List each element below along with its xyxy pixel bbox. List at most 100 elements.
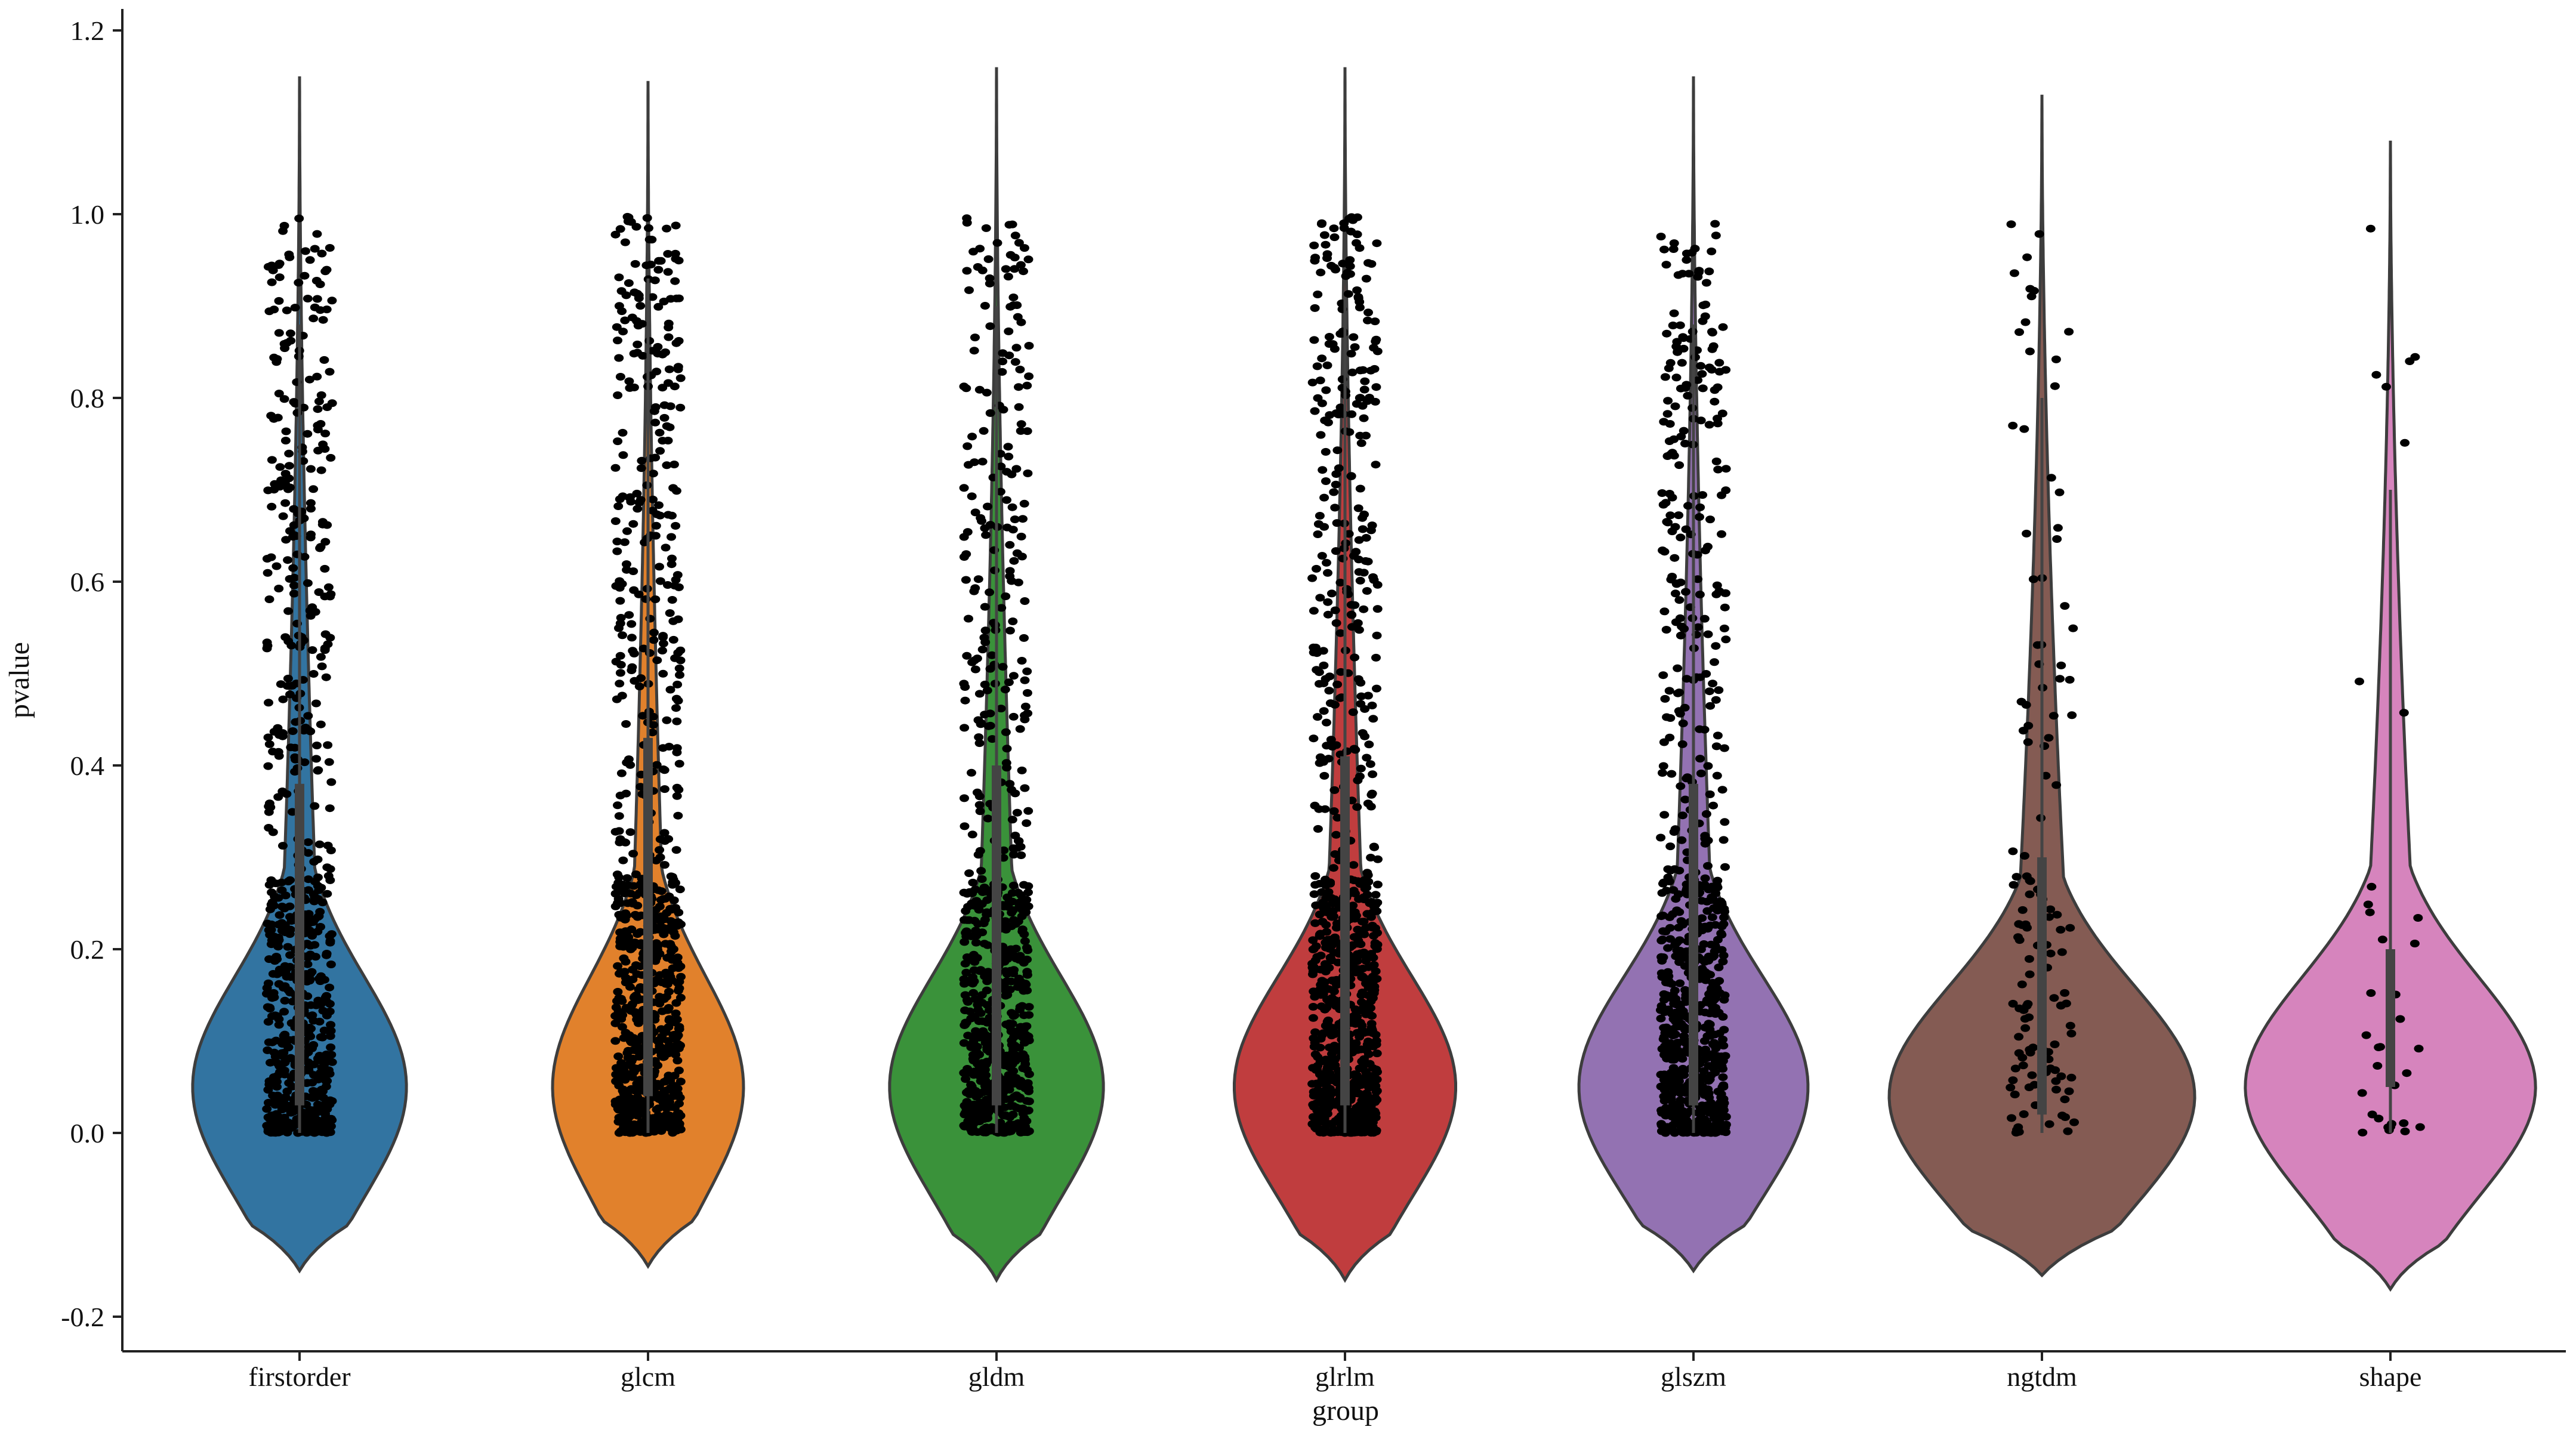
point-glszm bbox=[1682, 675, 1692, 683]
point-glrlm bbox=[1359, 895, 1369, 903]
point-gldm bbox=[975, 807, 985, 816]
point-glszm bbox=[1665, 359, 1676, 367]
point-glrlm bbox=[1322, 718, 1331, 727]
point-glcm bbox=[665, 1116, 675, 1125]
point-firstorder bbox=[269, 1099, 279, 1107]
point-glcm bbox=[664, 926, 674, 934]
point-gldm bbox=[959, 484, 969, 492]
point-glszm bbox=[1713, 731, 1723, 740]
point-gldm bbox=[1019, 244, 1029, 252]
point-glcm bbox=[623, 1054, 633, 1062]
point-gldm bbox=[1001, 1020, 1011, 1029]
point-firstorder bbox=[307, 646, 317, 654]
point-glrlm bbox=[1321, 477, 1331, 485]
point-glcm bbox=[612, 323, 622, 331]
point-firstorder bbox=[263, 641, 273, 650]
point-firstorder bbox=[317, 662, 327, 671]
point-glrlm bbox=[1332, 680, 1343, 688]
point-glcm bbox=[675, 885, 685, 894]
point-glszm bbox=[1663, 944, 1673, 952]
point-firstorder bbox=[317, 520, 328, 529]
point-glszm bbox=[1667, 527, 1677, 536]
point-glcm bbox=[655, 846, 665, 854]
point-ngtdm bbox=[2056, 925, 2066, 934]
point-glcm bbox=[631, 870, 641, 878]
point-glszm bbox=[1677, 836, 1687, 844]
point-glrlm bbox=[1363, 977, 1373, 985]
point-shape bbox=[2367, 882, 2377, 891]
point-gldm bbox=[1022, 689, 1032, 697]
point-gldm bbox=[962, 218, 972, 227]
point-glrlm bbox=[1322, 254, 1332, 263]
point-ngtdm bbox=[2007, 1114, 2016, 1122]
point-glrlm bbox=[1372, 605, 1383, 613]
point-firstorder bbox=[314, 397, 324, 406]
point-glrlm bbox=[1362, 869, 1372, 877]
point-ngtdm bbox=[2057, 948, 2067, 956]
point-firstorder bbox=[326, 961, 336, 968]
point-glszm bbox=[1699, 614, 1710, 623]
point-firstorder bbox=[279, 339, 289, 348]
point-glcm bbox=[616, 769, 627, 777]
point-glrlm bbox=[1358, 729, 1368, 737]
point-gldm bbox=[1016, 532, 1026, 541]
point-firstorder bbox=[286, 641, 297, 650]
point-gldm bbox=[1008, 294, 1019, 301]
point-glszm bbox=[1656, 1106, 1667, 1114]
point-glrlm bbox=[1322, 742, 1332, 750]
point-glcm bbox=[668, 945, 678, 953]
point-glrlm bbox=[1328, 897, 1338, 906]
point-glrlm bbox=[1313, 713, 1322, 721]
point-glszm bbox=[1719, 624, 1729, 632]
point-gldm bbox=[979, 634, 989, 642]
point-glcm bbox=[635, 496, 646, 504]
point-firstorder bbox=[315, 544, 325, 552]
point-glcm bbox=[617, 1103, 627, 1111]
point-glrlm bbox=[1335, 629, 1346, 637]
point-gldm bbox=[1010, 1011, 1020, 1020]
point-glszm bbox=[1720, 1052, 1730, 1060]
point-gldm bbox=[1003, 273, 1013, 281]
point-gldm bbox=[1008, 526, 1018, 534]
point-gldm bbox=[1008, 672, 1019, 680]
point-firstorder bbox=[268, 828, 278, 836]
point-glszm bbox=[1718, 1073, 1728, 1081]
point-glcm bbox=[627, 620, 637, 628]
point-glrlm bbox=[1310, 304, 1320, 312]
point-glcm bbox=[610, 1037, 621, 1045]
point-firstorder bbox=[285, 575, 295, 583]
point-firstorder bbox=[300, 552, 310, 561]
point-glcm bbox=[630, 677, 640, 685]
point-glszm bbox=[1676, 1096, 1686, 1104]
point-gldm bbox=[1018, 515, 1028, 523]
point-gldm bbox=[1022, 1117, 1032, 1125]
point-gldm bbox=[1023, 807, 1034, 815]
point-glrlm bbox=[1372, 1049, 1382, 1058]
point-firstorder bbox=[277, 732, 288, 740]
point-gldm bbox=[987, 651, 997, 659]
point-ngtdm bbox=[2026, 292, 2037, 301]
point-glcm bbox=[664, 835, 674, 843]
point-gldm bbox=[968, 878, 978, 887]
point-glszm bbox=[1720, 863, 1730, 871]
point-glrlm bbox=[1361, 431, 1371, 440]
point-gldm bbox=[960, 724, 970, 732]
point-glszm bbox=[1680, 384, 1690, 392]
point-gldm bbox=[985, 279, 995, 288]
point-glszm bbox=[1680, 994, 1690, 1002]
point-gldm bbox=[982, 1082, 991, 1091]
point-glcm bbox=[627, 634, 637, 642]
point-glcm bbox=[648, 470, 658, 478]
point-glcm bbox=[615, 597, 625, 605]
point-glszm bbox=[1695, 755, 1705, 763]
point-glrlm bbox=[1372, 684, 1381, 693]
point-glcm bbox=[613, 899, 623, 907]
point-ngtdm bbox=[2034, 230, 2044, 238]
point-glrlm bbox=[1369, 989, 1379, 998]
point-glcm bbox=[671, 255, 681, 263]
point-gldm bbox=[1001, 967, 1011, 975]
point-gldm bbox=[995, 487, 1005, 496]
point-gldm bbox=[985, 521, 995, 529]
point-firstorder bbox=[284, 449, 294, 458]
